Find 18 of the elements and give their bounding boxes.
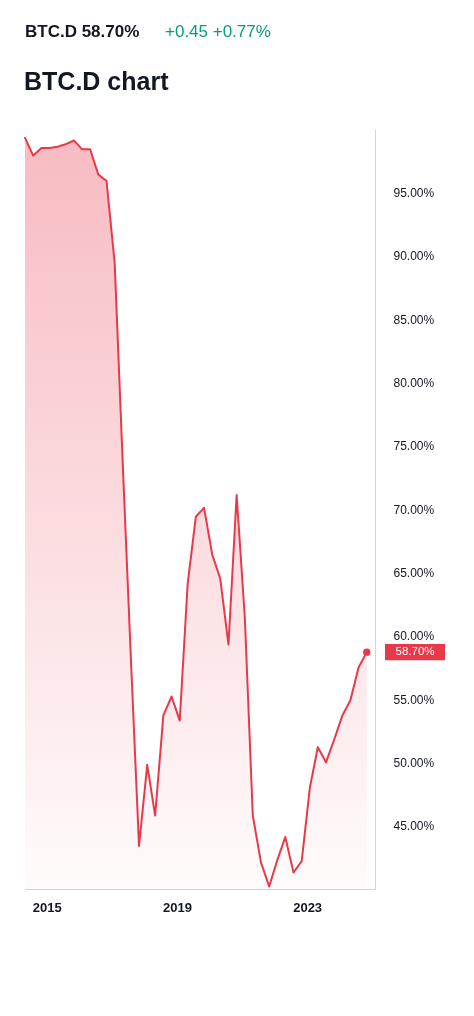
y-tick-label: 45.00% (393, 819, 435, 834)
y-tick-label: 75.00% (393, 439, 435, 454)
y-tick-label: 60.00% (393, 629, 435, 644)
chart-title: BTC.D chart (24, 67, 170, 95)
y-tick-label: 55.00% (393, 692, 435, 707)
text: +0.45 +0.77% (165, 22, 271, 41)
y-tick-label: 65.00% (393, 565, 435, 580)
y-tick-label: 95.00% (393, 185, 435, 200)
y-tick-label: 70.00% (393, 502, 435, 517)
annotation: 58.70% (395, 645, 435, 658)
y-tick-label: 85.00% (393, 312, 435, 327)
x-tick-label: 2015 (32, 899, 62, 915)
text: BTC.D 58.70% (25, 22, 140, 41)
x-tick-label: 2019 (163, 899, 192, 915)
x-tick-label: 2023 (293, 899, 323, 915)
y-tick-label: 90.00% (393, 249, 435, 264)
y-tick-label: 80.00% (393, 375, 435, 390)
y-tick-label: 50.00% (393, 755, 435, 770)
